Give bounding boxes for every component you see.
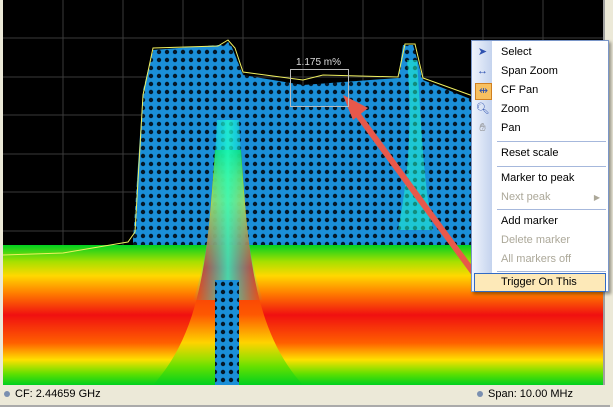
pointer-arrow-icon: ➤ (477, 46, 488, 58)
menu-item-all-markers-off[interactable]: All markers off (501, 253, 572, 265)
menu-item-trigger-on-this[interactable]: Trigger On This (474, 273, 606, 292)
submenu-arrow-icon: ▶ (593, 193, 600, 202)
status-dot-icon (4, 391, 10, 397)
menu-separator (497, 271, 606, 272)
menu-item-cf-pan[interactable]: ⇹ CF Pan (472, 81, 608, 100)
cf-pan-icon: ⇹ (475, 83, 492, 100)
status-dot-icon (477, 391, 483, 397)
hand-icon: ✋︎ (479, 122, 486, 134)
menu-item-span-zoom[interactable]: ↔ Span Zoom (477, 65, 558, 77)
status-bar: CF: 2.44659 GHz Span: 10.00 MHz (0, 385, 610, 407)
context-menu: ➤ Select ↔ Span Zoom ⇹ CF Pan 🔍︎ Zoom ✋︎ Pan … (471, 40, 609, 292)
marker-readout: 1.175 m% (296, 57, 342, 68)
span-readout[interactable]: Span: 10.00 MHz (477, 388, 573, 400)
menu-item-next-peak[interactable]: Next peak ▶ (472, 188, 608, 207)
span-zoom-icon: ↔ (477, 65, 488, 77)
menu-item-marker-to-peak[interactable]: Marker to peak (501, 172, 575, 184)
menu-item-add-marker[interactable]: Add marker (501, 215, 558, 227)
menu-item-pan[interactable]: ✋︎ Pan (472, 119, 608, 138)
cf-readout[interactable]: CF: 2.44659 GHz (4, 388, 101, 400)
center-spike (215, 280, 239, 385)
spectrum-graph (2, 0, 603, 385)
menu-separator (497, 141, 606, 142)
menu-item-delete-marker[interactable]: Delete marker (501, 234, 571, 246)
menu-item-zoom[interactable]: 🔍︎ Zoom (475, 103, 530, 115)
arrow-annotation (350, 105, 476, 275)
menu-separator (497, 209, 606, 210)
menu-item-reset-scale[interactable]: Reset scale (501, 147, 559, 159)
menu-item-select[interactable]: ➤ Select (472, 43, 608, 62)
magnifier-icon: 🔍︎ (475, 103, 490, 115)
menu-separator (497, 166, 606, 167)
marker-box[interactable] (290, 69, 349, 107)
max-hold-trace (2, 39, 474, 256)
